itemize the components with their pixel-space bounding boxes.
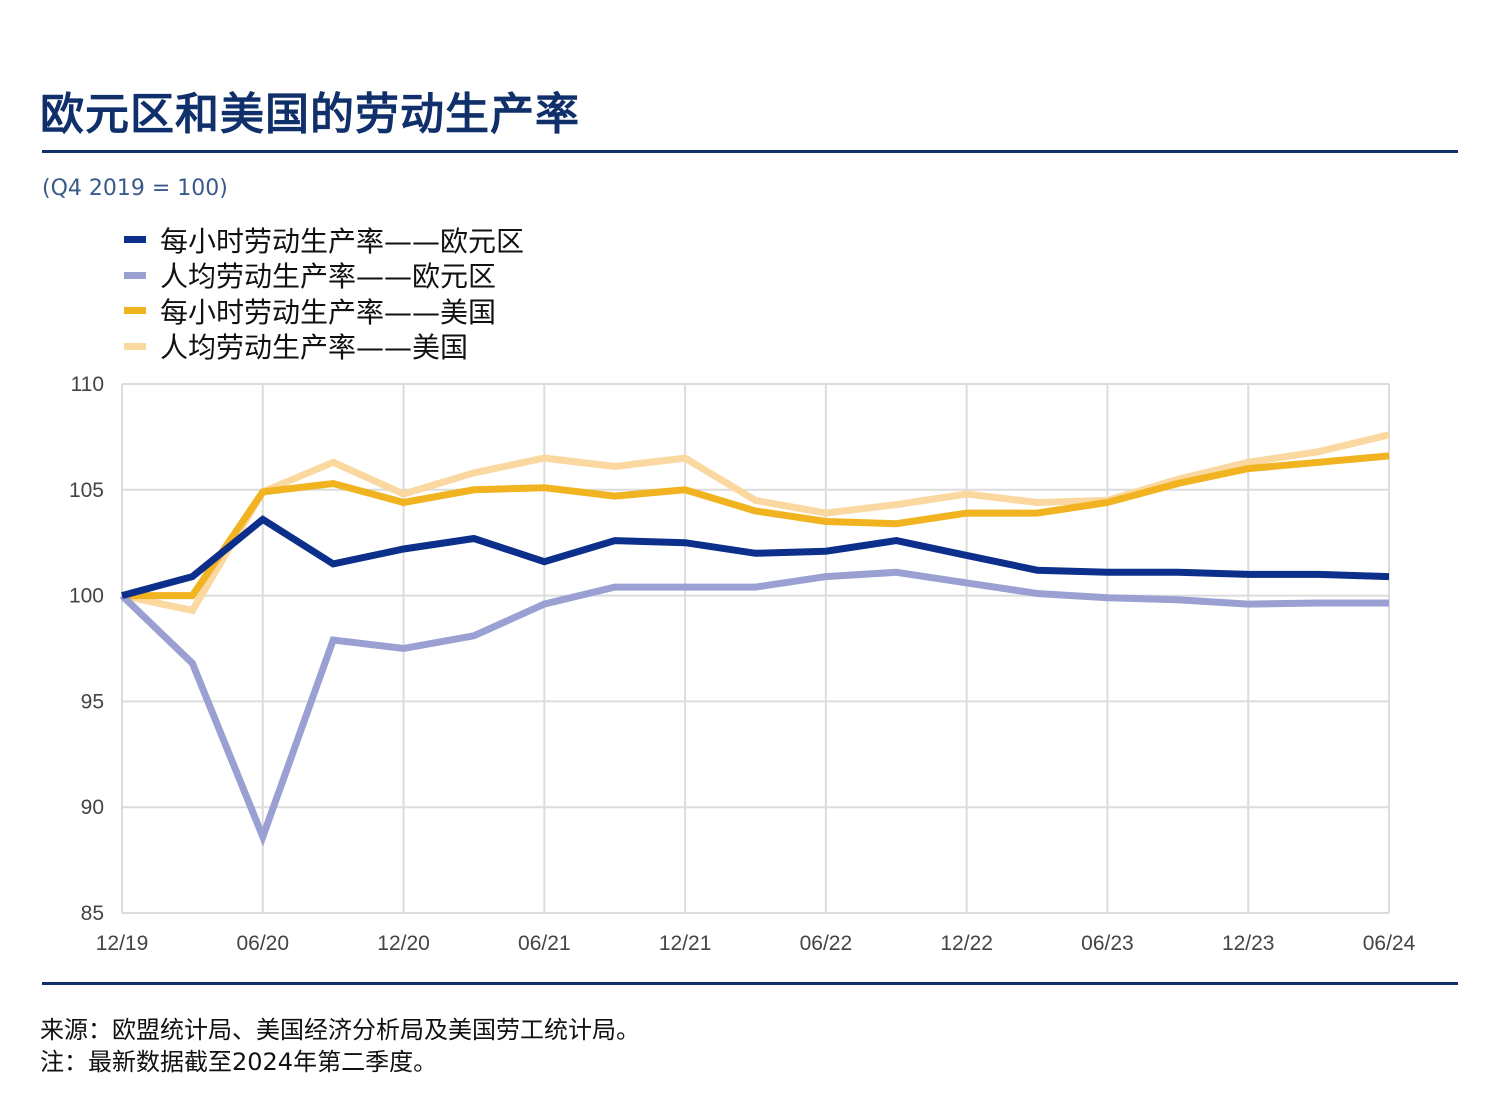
footer-divider (42, 982, 1458, 985)
x-tick-label: 06/22 (800, 932, 853, 955)
y-tick-label: 100 (69, 585, 104, 608)
series-line-1 (121, 515, 1390, 599)
title-divider (42, 150, 1458, 153)
chart-subtitle: (Q4 2019 = 100) (42, 176, 228, 201)
legend-item: 每小时劳动生产率——美国 (124, 293, 524, 329)
series-line-2 (119, 568, 1389, 847)
x-tick-label: 12/22 (940, 932, 993, 955)
y-tick-label: 90 (81, 796, 104, 819)
y-tick-label: 95 (81, 690, 104, 713)
y-tick-label: 110 (71, 373, 104, 396)
x-tick-label: 12/23 (1222, 932, 1275, 955)
legend-label: 人均劳动生产率——美国 (160, 331, 469, 365)
series-line-4 (121, 431, 1390, 615)
x-tick-label: 12/20 (377, 932, 430, 955)
x-tick-label: 12/21 (659, 932, 712, 955)
legend-label: 每小时劳动生产率——欧元区 (160, 224, 525, 258)
x-tick-label: 06/20 (236, 932, 289, 955)
source-note: 来源：欧盟统计局、美国经济分析局及美国劳工统计局。 (40, 1016, 640, 1044)
x-tick-label: 06/23 (1081, 932, 1134, 955)
legend-label: 人均劳动生产率——欧元区 (160, 260, 497, 294)
footer: 来源：欧盟统计局、美国经济分析局及美国劳工统计局。 注：最新数据截至2024年第… (40, 1014, 640, 1078)
legend: 每小时劳动生产率——欧元区 人均劳动生产率——欧元区 每小时劳动生产率——美国 … (124, 222, 524, 364)
legend-swatch (124, 271, 146, 279)
page-title: 欧元区和美国的劳动生产率 (40, 89, 580, 140)
legend-item: 人均劳动生产率——美国 (124, 329, 524, 365)
legend-item: 每小时劳动生产率——欧元区 (124, 222, 524, 258)
x-tick-label: 06/24 (1363, 932, 1416, 955)
data-note: 注：最新数据截至2024年第二季度。 (40, 1048, 438, 1076)
y-tick-label: 105 (69, 479, 104, 502)
x-tick-label: 12/19 (96, 932, 149, 955)
series-line-3 (122, 452, 1390, 600)
y-tick-label: 85 (81, 902, 104, 925)
x-tick-label: 06/21 (518, 932, 571, 955)
legend-label: 每小时劳动生产率——美国 (160, 295, 497, 329)
legend-item: 人均劳动生产率——欧元区 (124, 258, 524, 294)
legend-swatch (124, 307, 146, 315)
legend-swatch (124, 342, 146, 350)
legend-swatch (124, 236, 146, 244)
